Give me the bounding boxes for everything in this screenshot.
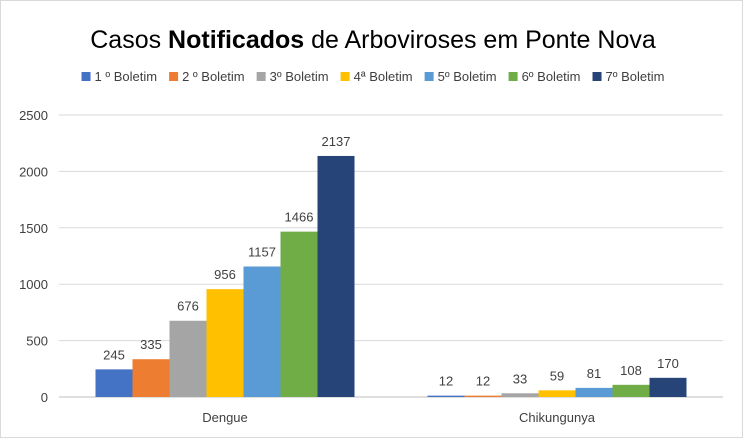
legend-label: 7º Boletim bbox=[606, 69, 665, 84]
y-tick-label: 2000 bbox=[19, 164, 48, 179]
bar-chikungunya-series-3 bbox=[501, 393, 539, 397]
legend-label: 2 º Boletim bbox=[182, 69, 245, 84]
legend-swatch bbox=[340, 72, 350, 81]
data-label: 12 bbox=[476, 374, 490, 389]
y-tick-label: 1500 bbox=[19, 221, 48, 236]
data-labels: 245 335 676 956 1157 1466 2137 12 12 33 59 81 108 170 bbox=[103, 134, 679, 389]
chart-title: Casos Notificados de Arboviroses em Pont… bbox=[90, 26, 656, 54]
legend-label: 4ª Boletim bbox=[354, 69, 413, 84]
x-category-label: Dengue bbox=[202, 410, 248, 425]
data-label: 245 bbox=[103, 347, 125, 362]
legend-item: 3º Boletim bbox=[256, 69, 329, 84]
data-label: 12 bbox=[439, 374, 453, 389]
legend: 1 º Boletim 2 º Boletim 3º Boletim 4ª Bolet… bbox=[81, 69, 665, 84]
bar-dengue-series-1 bbox=[95, 369, 133, 397]
legend-swatch bbox=[592, 72, 602, 81]
legend-item: 4ª Boletim bbox=[340, 69, 413, 84]
y-tick-label: 500 bbox=[26, 334, 48, 349]
data-label: 2137 bbox=[322, 134, 351, 149]
bar-chikungunya-series-5 bbox=[575, 387, 613, 397]
bar-dengue-series-7 bbox=[317, 155, 355, 397]
bars bbox=[95, 155, 687, 397]
legend-swatch bbox=[508, 72, 518, 81]
data-label: 33 bbox=[513, 371, 527, 386]
bar-chikungunya-series-4 bbox=[538, 390, 576, 397]
legend-swatch bbox=[81, 72, 91, 81]
data-label: 59 bbox=[550, 368, 564, 383]
data-label: 956 bbox=[214, 267, 236, 282]
x-category-label: Chikungunya bbox=[519, 410, 596, 425]
legend-item: 5º Boletim bbox=[424, 69, 497, 84]
chart-title-part: Casos bbox=[90, 26, 168, 54]
chart-title-part: Notificados bbox=[168, 26, 304, 54]
legend-swatch bbox=[424, 72, 434, 81]
legend-item: 7º Boletim bbox=[592, 69, 665, 84]
legend-item: 2 º Boletim bbox=[169, 69, 245, 84]
bar-dengue-series-6 bbox=[280, 231, 318, 397]
bar-dengue-series-5 bbox=[243, 266, 281, 397]
data-label: 108 bbox=[620, 363, 642, 378]
bar-dengue-series-2 bbox=[132, 359, 170, 397]
legend-label: 3º Boletim bbox=[270, 69, 329, 84]
y-tick-label: 1000 bbox=[19, 277, 48, 292]
bar-chikungunya-series-6 bbox=[612, 384, 650, 397]
bar-chikungunya-series-2 bbox=[464, 395, 502, 397]
bar-chikungunya-series-1 bbox=[427, 395, 465, 397]
legend-label: 6º Boletim bbox=[522, 69, 581, 84]
y-tick-label: 0 bbox=[41, 390, 48, 405]
data-label: 1157 bbox=[248, 244, 276, 259]
legend-swatch bbox=[169, 72, 179, 81]
y-tick-label: 2500 bbox=[19, 108, 48, 123]
data-label: 676 bbox=[177, 299, 199, 314]
x-axis-categories: Dengue Chikungunya bbox=[202, 410, 595, 425]
chart-title-part: de Arboviroses em Ponte Nova bbox=[304, 26, 656, 54]
gridlines bbox=[59, 114, 723, 398]
data-label: 335 bbox=[140, 337, 162, 352]
legend-label: 5º Boletim bbox=[438, 69, 497, 84]
bar-dengue-series-4 bbox=[206, 289, 244, 397]
legend-item: 1 º Boletim bbox=[81, 69, 158, 84]
y-axis-ticks: 0 500 1000 1500 2000 2500 bbox=[19, 108, 48, 405]
data-label: 1466 bbox=[285, 210, 314, 225]
data-label: 170 bbox=[657, 356, 679, 371]
bar-dengue-series-3 bbox=[169, 320, 207, 397]
bar-chikungunya-series-7 bbox=[649, 377, 687, 397]
legend-swatch bbox=[256, 72, 266, 81]
legend-label: 1 º Boletim bbox=[95, 69, 158, 84]
data-label: 81 bbox=[587, 366, 601, 381]
legend-item: 6º Boletim bbox=[508, 69, 581, 84]
